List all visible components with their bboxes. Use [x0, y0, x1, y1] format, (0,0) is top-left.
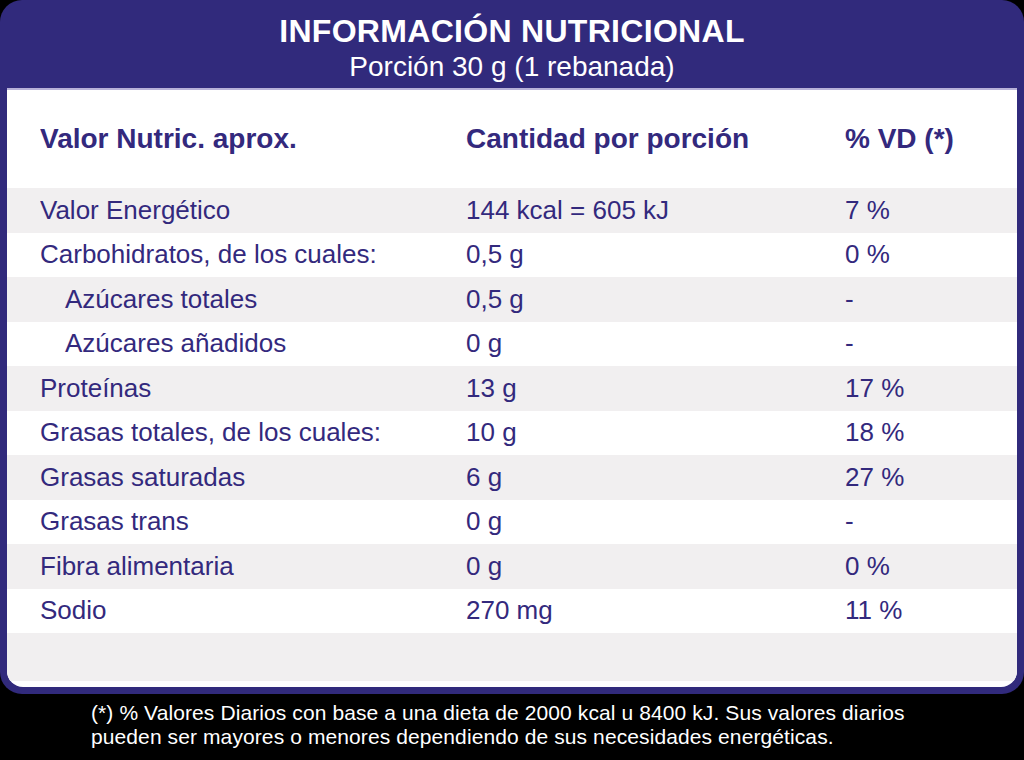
table-row: Grasas trans 0 g - [7, 500, 1017, 545]
table-header-row: Valor Nutric. aprox. Cantidad por porció… [7, 90, 1017, 188]
nutrient-amount: 0,5 g [466, 284, 845, 315]
nutrient-vd: 17 % [845, 373, 1017, 404]
nutrient-name: Grasas totales, de los cuales: [40, 417, 466, 448]
nutrient-amount: 0,5 g [466, 239, 845, 270]
nutrient-vd: - [845, 284, 1017, 315]
nutrient-vd: 0 % [845, 239, 1017, 270]
nutrient-name: Azúcares totales [40, 284, 466, 315]
table-row: Grasas totales, de los cuales: 10 g 18 % [7, 411, 1017, 456]
nutrition-label: INFORMACIÓN NUTRICIONAL Porción 30 g (1 … [0, 0, 1024, 760]
nutrient-amount: 0 g [466, 551, 845, 582]
label-header: INFORMACIÓN NUTRICIONAL Porción 30 g (1 … [0, 0, 1024, 88]
column-header-vd: % VD (*) [845, 123, 1017, 155]
table-row: Carbohidratos, de los cuales: 0,5 g 0 % [7, 233, 1017, 278]
nutrient-vd: 11 % [845, 595, 1017, 626]
table-body: Valor Energético 144 kcal = 605 kJ 7 % C… [7, 188, 1017, 633]
table-row: Grasas saturadas 6 g 27 % [7, 455, 1017, 500]
nutrient-name: Proteínas [40, 373, 466, 404]
nutrient-vd: - [845, 328, 1017, 359]
table-row: Azúcares añadidos 0 g - [7, 322, 1017, 367]
nutrient-name: Grasas trans [40, 506, 466, 537]
table-row: Sodio 270 mg 11 % [7, 589, 1017, 634]
nutrient-amount: 0 g [466, 506, 845, 537]
footnote-line-1: (*) % Valores Diarios con base a una die… [91, 701, 905, 725]
nutrient-vd: - [845, 506, 1017, 537]
table-row: Fibra alimentaria 0 g 0 % [7, 544, 1017, 589]
label-title: INFORMACIÓN NUTRICIONAL [0, 0, 1024, 50]
column-header-amount: Cantidad por porción [466, 123, 845, 155]
nutrient-amount: 10 g [466, 417, 845, 448]
nutrient-name: Fibra alimentaria [40, 551, 466, 582]
table-bottom-filler [7, 633, 1017, 681]
nutrient-name: Sodio [40, 595, 466, 626]
table-row: Proteínas 13 g 17 % [7, 366, 1017, 411]
label-frame: INFORMACIÓN NUTRICIONAL Porción 30 g (1 … [0, 0, 1024, 694]
daily-values-footnote: (*) % Valores Diarios con base a una die… [91, 701, 905, 749]
nutrient-vd: 0 % [845, 551, 1017, 582]
nutrient-name: Carbohidratos, de los cuales: [40, 239, 466, 270]
table-row: Azúcares totales 0,5 g - [7, 277, 1017, 322]
footnote-line-2: pueden ser mayores o menores dependiendo… [91, 725, 905, 749]
nutrient-amount: 270 mg [466, 595, 845, 626]
nutrient-amount: 0 g [466, 328, 845, 359]
nutrient-amount: 6 g [466, 462, 845, 493]
nutrient-name: Azúcares añadidos [40, 328, 466, 359]
table-row: Valor Energético 144 kcal = 605 kJ 7 % [7, 188, 1017, 233]
nutrition-table: Valor Nutric. aprox. Cantidad por porció… [7, 88, 1017, 687]
column-header-nutrient: Valor Nutric. aprox. [40, 123, 466, 155]
nutrient-name: Grasas saturadas [40, 462, 466, 493]
nutrient-name: Valor Energético [40, 195, 466, 226]
nutrient-vd: 7 % [845, 195, 1017, 226]
nutrient-vd: 27 % [845, 462, 1017, 493]
nutrient-amount: 13 g [466, 373, 845, 404]
serving-size: Porción 30 g (1 rebanada) [0, 51, 1024, 83]
nutrient-vd: 18 % [845, 417, 1017, 448]
nutrient-amount: 144 kcal = 605 kJ [466, 195, 845, 226]
